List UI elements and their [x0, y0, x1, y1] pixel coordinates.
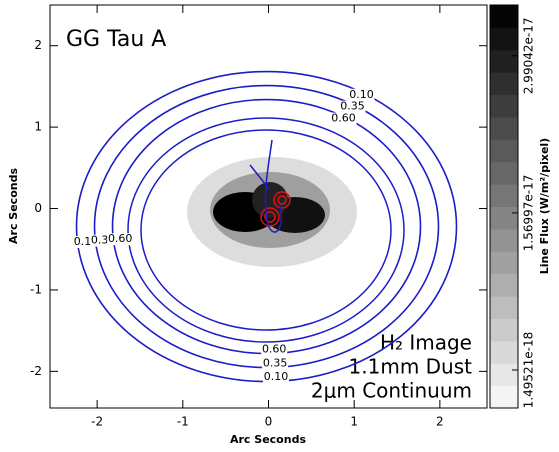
- y-axis-label: Arc Seconds: [7, 168, 20, 244]
- colorbar-step: [490, 229, 518, 252]
- colorbar-step: [490, 318, 518, 341]
- y-tick-label: -1: [30, 282, 42, 296]
- colorbar-step: [490, 251, 518, 274]
- colorbar-step: [490, 50, 518, 73]
- colorbar-tick-label: 1.49521e-18: [522, 332, 536, 409]
- x-tick-label: 0: [265, 415, 273, 429]
- colorbar-step: [490, 95, 518, 118]
- chart-title: GG Tau A: [66, 27, 166, 52]
- colorbar-step: [490, 27, 518, 50]
- chart: GG Tau A Arc Seconds Arc Seconds Line Fl…: [0, 0, 559, 452]
- y-tick-label: 2: [34, 38, 42, 52]
- contour-label: 0.10: [264, 370, 289, 383]
- colorbar-step: [490, 341, 518, 364]
- x-tick-label: 2: [436, 415, 444, 429]
- colorbar-step: [490, 139, 518, 162]
- colorbar-step: [490, 274, 518, 297]
- x-tick-label: -2: [91, 415, 103, 429]
- y-tick-label: -2: [30, 364, 42, 378]
- contour-label: 0.60: [331, 112, 356, 125]
- colorbar-label: Line Flux (W/m²/pixel): [538, 138, 551, 274]
- y-tick-label: 0: [34, 201, 42, 215]
- colorbar-step: [490, 72, 518, 95]
- contour-label: 0.60: [108, 232, 133, 245]
- x-tick-label: -1: [177, 415, 189, 429]
- colorbar-tick-label: 2.99042e-17: [522, 18, 536, 95]
- y-tick-label: 1: [34, 120, 42, 134]
- x-axis-label: Arc Seconds: [230, 433, 306, 446]
- colorbar-step: [490, 117, 518, 140]
- colorbar-step: [490, 363, 518, 386]
- x-tick-label: 1: [350, 415, 358, 429]
- contour-label: 0.35: [263, 356, 288, 369]
- colorbar-tick-label: 1.56997e-17: [522, 175, 536, 252]
- colorbar-step: [490, 184, 518, 207]
- contour-label: 0.60: [262, 343, 287, 356]
- legend-entry: 2μm Continuum: [311, 379, 472, 403]
- colorbar-step: [490, 296, 518, 319]
- colorbar-step: [490, 5, 518, 28]
- colorbar-step: [490, 386, 518, 409]
- colorbar-step: [490, 207, 518, 230]
- colorbar-step: [490, 162, 518, 185]
